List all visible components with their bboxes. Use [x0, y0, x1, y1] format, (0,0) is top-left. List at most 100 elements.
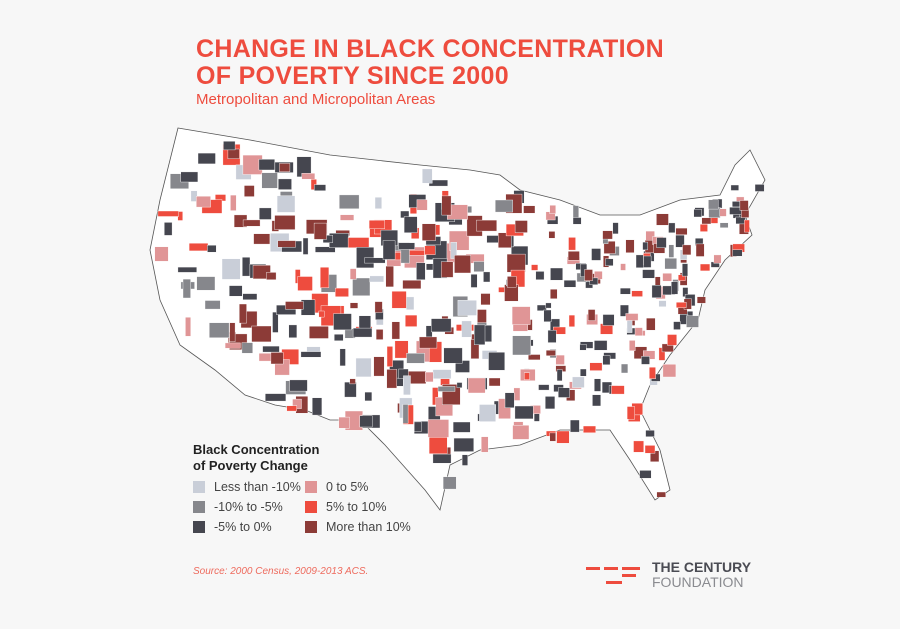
county-area [633, 440, 644, 453]
legend-swatch [193, 481, 205, 493]
legend-item: 0 to 5% [305, 480, 445, 494]
county-area [549, 432, 556, 442]
county-area [643, 255, 652, 268]
county-area [223, 141, 236, 151]
legend-swatch [305, 521, 317, 533]
county-area [274, 215, 296, 230]
county-area [719, 222, 729, 229]
legend-label: -5% to 0% [214, 520, 272, 534]
county-area [602, 355, 611, 366]
legend-label: 0 to 5% [326, 480, 369, 494]
county-area [700, 263, 711, 272]
county-area [369, 275, 384, 283]
page-title: CHANGE IN BLACK CONCENTRATION OF POVERTY… [196, 36, 664, 90]
legend-item: Less than -10% [193, 480, 305, 494]
county-area [431, 318, 452, 333]
county-area [272, 311, 279, 333]
century-foundation-logo: THE CENTURY FOUNDATION [586, 560, 751, 590]
county-area [197, 152, 216, 165]
county-area [373, 356, 385, 377]
county-area [506, 253, 526, 273]
county-area [425, 371, 434, 383]
logo-mark-icon [586, 567, 640, 584]
county-area [424, 245, 436, 255]
county-area [523, 205, 536, 214]
county-area [641, 356, 650, 365]
county-area [583, 425, 596, 434]
legend-item: More than 10% [305, 520, 445, 534]
title-line-2: OF POVERTY SINCE 2000 [196, 62, 509, 90]
county-area [732, 201, 741, 208]
county-area [713, 254, 722, 264]
county-area [580, 368, 587, 377]
county-area [364, 257, 386, 264]
county-area [262, 345, 280, 353]
county-area [224, 342, 241, 349]
county-area [513, 387, 521, 401]
county-area [605, 258, 614, 267]
county-area [675, 234, 685, 248]
county-area [358, 315, 372, 329]
county-area [320, 267, 330, 288]
county-area [456, 382, 463, 389]
county-area [302, 237, 309, 255]
county-area [568, 237, 576, 251]
county-area [550, 289, 558, 299]
county-area [340, 214, 355, 221]
legend-item: -10% to -5% [193, 500, 305, 514]
county-area [349, 302, 359, 309]
county-area [708, 199, 719, 210]
county-area [335, 287, 349, 297]
county-area [629, 340, 636, 351]
county-area [285, 301, 304, 310]
county-area [488, 352, 505, 371]
legend-swatch [193, 521, 205, 533]
county-area [594, 271, 603, 280]
county-area [315, 246, 336, 253]
county-area [656, 491, 666, 498]
county-area [656, 237, 667, 248]
county-area [470, 274, 478, 288]
county-area [744, 219, 750, 233]
county-area [432, 369, 452, 380]
county-area [675, 227, 688, 236]
county-area [442, 476, 457, 490]
county-area [507, 276, 517, 288]
county-area [204, 300, 221, 310]
county-area [386, 346, 393, 367]
county-area [625, 239, 635, 253]
county-area [177, 266, 197, 273]
county-area [461, 454, 469, 466]
county-area [239, 303, 247, 324]
county-area [594, 378, 601, 392]
county-area [572, 376, 585, 388]
county-area [547, 330, 557, 343]
county-area [375, 329, 384, 340]
county-area [266, 272, 277, 280]
legend: Black Concentration of Poverty Change Le… [193, 442, 445, 534]
county-area [682, 263, 689, 277]
county-area [538, 384, 550, 391]
county-area [402, 280, 422, 290]
county-area [602, 314, 615, 326]
county-area [739, 200, 749, 211]
county-area [441, 261, 454, 278]
county-area [441, 195, 452, 216]
county-area [654, 276, 661, 286]
county-area [278, 178, 292, 190]
county-area [286, 405, 298, 412]
county-area [242, 293, 258, 301]
county-area [386, 369, 398, 389]
county-area [261, 172, 278, 189]
county-area [188, 242, 209, 252]
county-area [480, 293, 491, 306]
county-area [699, 224, 708, 232]
county-area [488, 377, 501, 387]
county-area [253, 233, 271, 245]
county-area [645, 430, 655, 437]
source-note: Source: 2000 Census, 2009-2013 ACS. [193, 566, 369, 577]
county-area [634, 327, 643, 337]
county-area [642, 241, 648, 251]
county-area [649, 367, 656, 380]
